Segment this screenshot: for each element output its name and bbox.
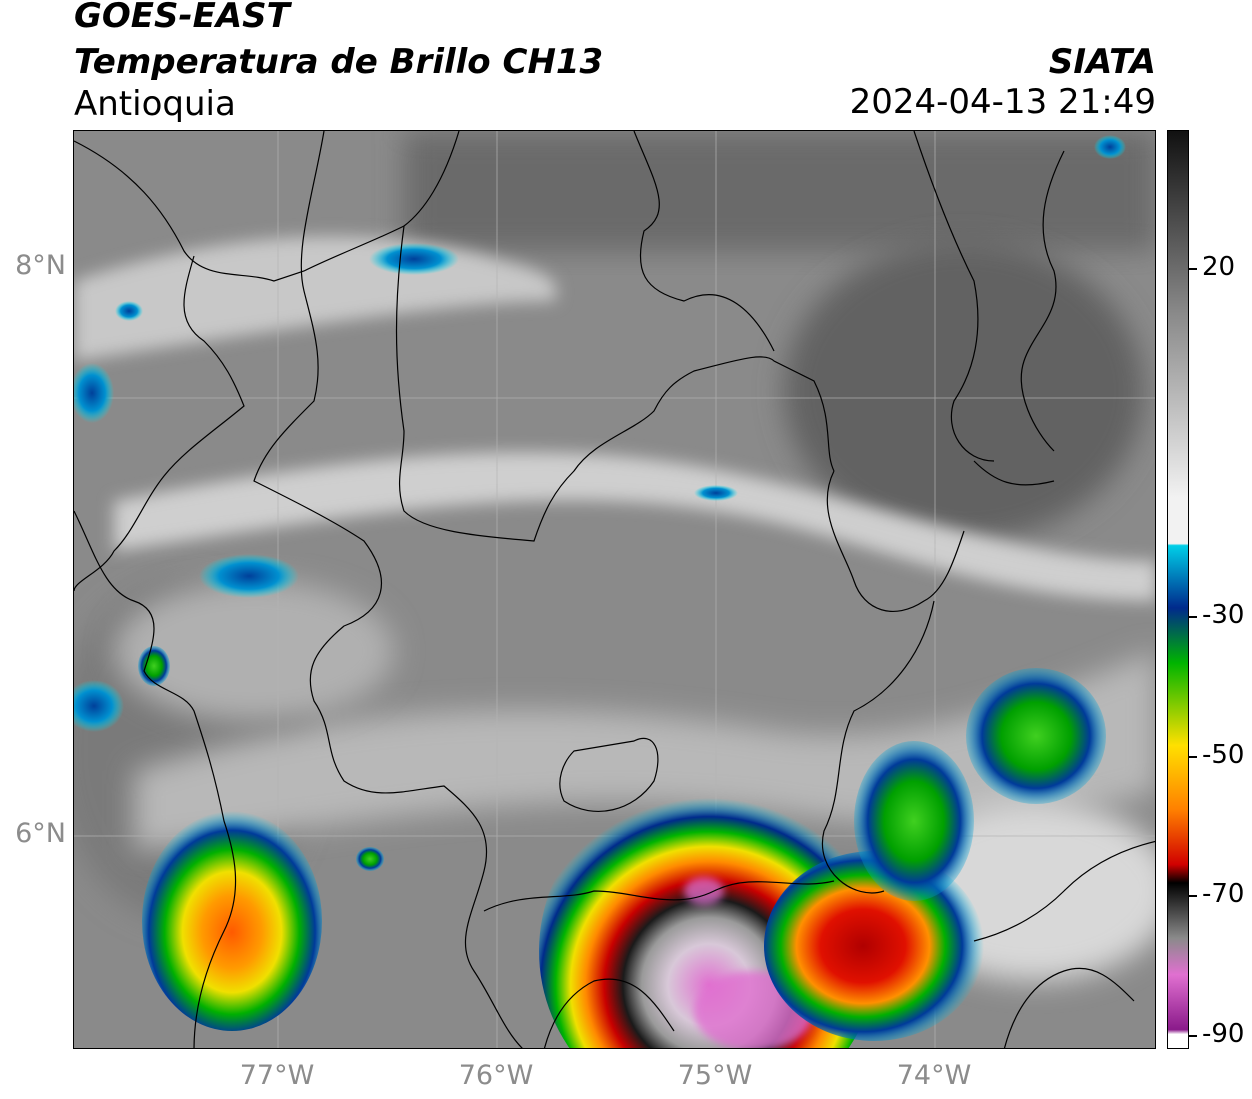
- satellite-imagery: [74, 131, 1155, 1048]
- bright-cloud-w: [114, 581, 394, 721]
- storm-cell-west: [142, 811, 322, 1031]
- cold-patch-9: [115, 301, 143, 321]
- colorbar-tick-m90: [1189, 1035, 1197, 1037]
- colorbar-label-m90: -90: [1202, 1019, 1245, 1049]
- lon-label-76w: 76°W: [458, 1060, 534, 1091]
- map-panel[interactable]: [73, 130, 1156, 1049]
- colorbar-label-m30: -30: [1202, 600, 1245, 630]
- colorbar-label-20: 20: [1202, 252, 1236, 282]
- product-title: Temperatura de Brillo CH13: [74, 42, 604, 82]
- cold-patch-2: [369, 243, 459, 275]
- colorbar-label-m70: -70: [1202, 879, 1245, 909]
- organization-title: SIATA: [1048, 42, 1156, 82]
- storm-cell-east: [764, 851, 984, 1041]
- temperature-colorbar: [1167, 130, 1189, 1049]
- boundaries: [74, 131, 1155, 1048]
- cold-patch-1: [199, 554, 299, 598]
- storm-cell-main-core-north: [684, 877, 724, 905]
- cold-patch-3: [74, 363, 114, 423]
- cold-patch-6: [1094, 135, 1126, 159]
- lon-label-75w: 75°W: [677, 1060, 753, 1091]
- colorbar-tick-m70: [1189, 895, 1197, 897]
- storm-cell-ne-2: [854, 741, 974, 901]
- cold-patch-7: [694, 485, 738, 501]
- lon-label-77w: 77°W: [239, 1060, 315, 1091]
- colorbar-label-m50: -50: [1202, 740, 1245, 770]
- cold-patch-8: [356, 847, 384, 871]
- timestamp: 2024-04-13 21:49: [849, 82, 1156, 122]
- lat-label-8n: 8°N: [15, 250, 66, 281]
- colorbar-tick-20: [1189, 268, 1197, 270]
- cold-patch-4: [138, 646, 170, 686]
- colorbar-tick-m30: [1189, 616, 1197, 618]
- storm-cell-ne: [966, 668, 1106, 804]
- lon-label-74w: 74°W: [896, 1060, 972, 1091]
- lat-label-6n: 6°N: [15, 818, 66, 849]
- region-title: Antioquia: [74, 84, 236, 124]
- dark-north-region: [404, 131, 1155, 251]
- dark-northeast-region: [784, 241, 1144, 541]
- colorbar-tick-m50: [1189, 756, 1197, 758]
- cirrus-band-central: [114, 452, 1155, 601]
- satellite-title: GOES-EAST: [74, 0, 290, 36]
- cold-patch-5: [74, 680, 124, 732]
